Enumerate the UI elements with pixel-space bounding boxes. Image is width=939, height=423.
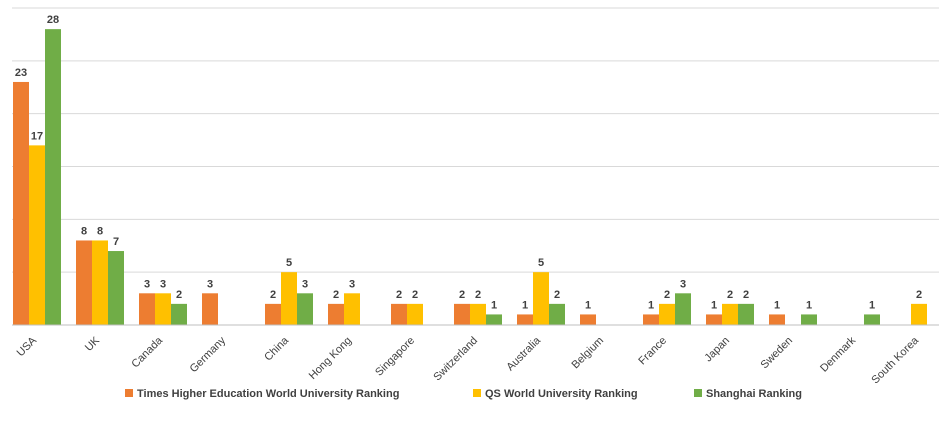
- data-label-belgium-series-1: 1: [585, 299, 591, 311]
- bar-japan-series-2: [722, 303, 738, 325]
- bar-china-series-3: [297, 293, 313, 325]
- data-label-singapore-series-1: 2: [396, 289, 402, 301]
- tick-label-sweden: Sweden: [759, 335, 796, 372]
- data-label-canada-series-1: 3: [144, 278, 150, 290]
- tick-label-south-korea: South Korea: [869, 334, 921, 386]
- tick-label-usa: USA: [15, 334, 40, 359]
- tick-label-switzerland: Switzerland: [431, 335, 480, 384]
- data-label-france-series-3: 3: [680, 278, 686, 290]
- tick-label-canada: Canada: [129, 334, 165, 370]
- bar-canada-series-3: [171, 303, 187, 325]
- bar-denmark-series-3: [864, 314, 880, 325]
- data-label-china-series-1: 2: [270, 289, 276, 301]
- bar-belgium-series-1: [580, 314, 596, 325]
- legend-label-3: Shanghai Ranking: [706, 388, 802, 400]
- bar-germany-series-1: [202, 293, 218, 325]
- legend-label-1: Times Higher Education World University …: [137, 388, 399, 400]
- tick-label-uk: UK: [83, 334, 103, 354]
- data-label-switzerland-series-2: 2: [475, 289, 481, 301]
- data-label-south-korea-series-2: 2: [916, 289, 922, 301]
- data-label-sweden-series-3: 1: [806, 299, 812, 311]
- tick-label-singapore: Singapore: [373, 335, 417, 379]
- bar-australia-series-3: [549, 303, 565, 325]
- data-label-usa-series-2: 17: [31, 130, 43, 142]
- bar-uk-series-1: [76, 240, 92, 325]
- gridlines: [12, 7, 939, 273]
- data-label-hong-kong-series-1: 2: [333, 289, 339, 301]
- tick-label-japan: Japan: [702, 335, 732, 365]
- bar-sweden-series-3: [801, 314, 817, 325]
- data-label-hong-kong-series-2: 3: [349, 278, 355, 290]
- bar-uk-series-2: [92, 240, 108, 325]
- data-label-japan-series-1: 1: [711, 299, 717, 311]
- tick-label-hong-kong: Hong Kong: [307, 335, 354, 382]
- bar-canada-series-1: [139, 293, 155, 325]
- legend-label-2: QS World University Ranking: [485, 388, 638, 400]
- bar-switzerland-series-3: [486, 314, 502, 325]
- bar-switzerland-series-1: [454, 303, 470, 325]
- data-label-singapore-series-2: 2: [412, 289, 418, 301]
- bar-france-series-3: [675, 293, 691, 325]
- data-label-sweden-series-1: 1: [774, 299, 780, 311]
- bar-china-series-1: [265, 303, 281, 325]
- bar-switzerland-series-2: [470, 303, 486, 325]
- bar-south-korea-series-2: [911, 303, 927, 325]
- legend-swatch-2: [473, 389, 481, 397]
- data-label-china-series-3: 3: [302, 278, 308, 290]
- tick-label-france: France: [636, 335, 669, 368]
- bar-australia-series-1: [517, 314, 533, 325]
- data-label-canada-series-3: 2: [176, 289, 182, 301]
- bar-france-series-1: [643, 314, 659, 325]
- bar-japan-series-3: [738, 303, 754, 325]
- bar-australia-series-2: [533, 272, 549, 325]
- bar-usa-series-3: [45, 29, 61, 326]
- bar-singapore-series-1: [391, 303, 407, 325]
- bar-singapore-series-2: [407, 303, 423, 325]
- bar-usa-series-1: [13, 81, 29, 325]
- bar-usa-series-2: [29, 145, 45, 325]
- x-axis: USA UK Canada Germany China Hong Kong Singapor…: [12, 324, 939, 386]
- data-label-switzerland-series-3: 1: [491, 299, 497, 311]
- data-label-japan-series-2: 2: [727, 289, 733, 301]
- tick-label-germany: Germany: [188, 334, 229, 375]
- data-label-china-series-2: 5: [286, 257, 292, 269]
- data-label-australia-series-3: 2: [554, 289, 560, 301]
- bar-japan-series-1: [706, 314, 722, 325]
- bar-canada-series-2: [155, 293, 171, 325]
- bar-france-series-2: [659, 303, 675, 325]
- tick-label-belgium: Belgium: [570, 335, 607, 372]
- bar-uk-series-3: [108, 251, 124, 325]
- legend-swatch-1: [125, 389, 133, 397]
- data-label-denmark-series-3: 1: [869, 299, 875, 311]
- data-label-uk-series-3: 7: [113, 236, 119, 248]
- data-label-usa-series-1: 23: [15, 67, 27, 79]
- tick-label-china: China: [262, 334, 291, 363]
- tick-label-denmark: Denmark: [818, 334, 858, 374]
- data-label-australia-series-2: 5: [538, 257, 544, 269]
- data-label-canada-series-2: 3: [160, 278, 166, 290]
- data-label-france-series-2: 2: [664, 289, 670, 301]
- data-label-australia-series-1: 1: [522, 299, 528, 311]
- data-label-switzerland-series-1: 2: [459, 289, 465, 301]
- data-label-japan-series-3: 2: [743, 289, 749, 301]
- bar-hong-kong-series-1: [328, 303, 344, 325]
- bar-sweden-series-1: [769, 314, 785, 325]
- tick-label-australia: Australia: [504, 334, 543, 373]
- bar-hong-kong-series-2: [344, 293, 360, 325]
- data-label-usa-series-3: 28: [47, 14, 59, 26]
- bar-china-series-2: [281, 272, 297, 325]
- data-label-germany-series-1: 3: [207, 278, 213, 290]
- legend-swatch-3: [694, 389, 702, 397]
- legend: Times Higher Education World University …: [125, 388, 802, 400]
- data-label-uk-series-1: 8: [81, 225, 87, 237]
- data-label-uk-series-2: 8: [97, 225, 103, 237]
- bars: [13, 29, 927, 326]
- data-label-france-series-1: 1: [648, 299, 654, 311]
